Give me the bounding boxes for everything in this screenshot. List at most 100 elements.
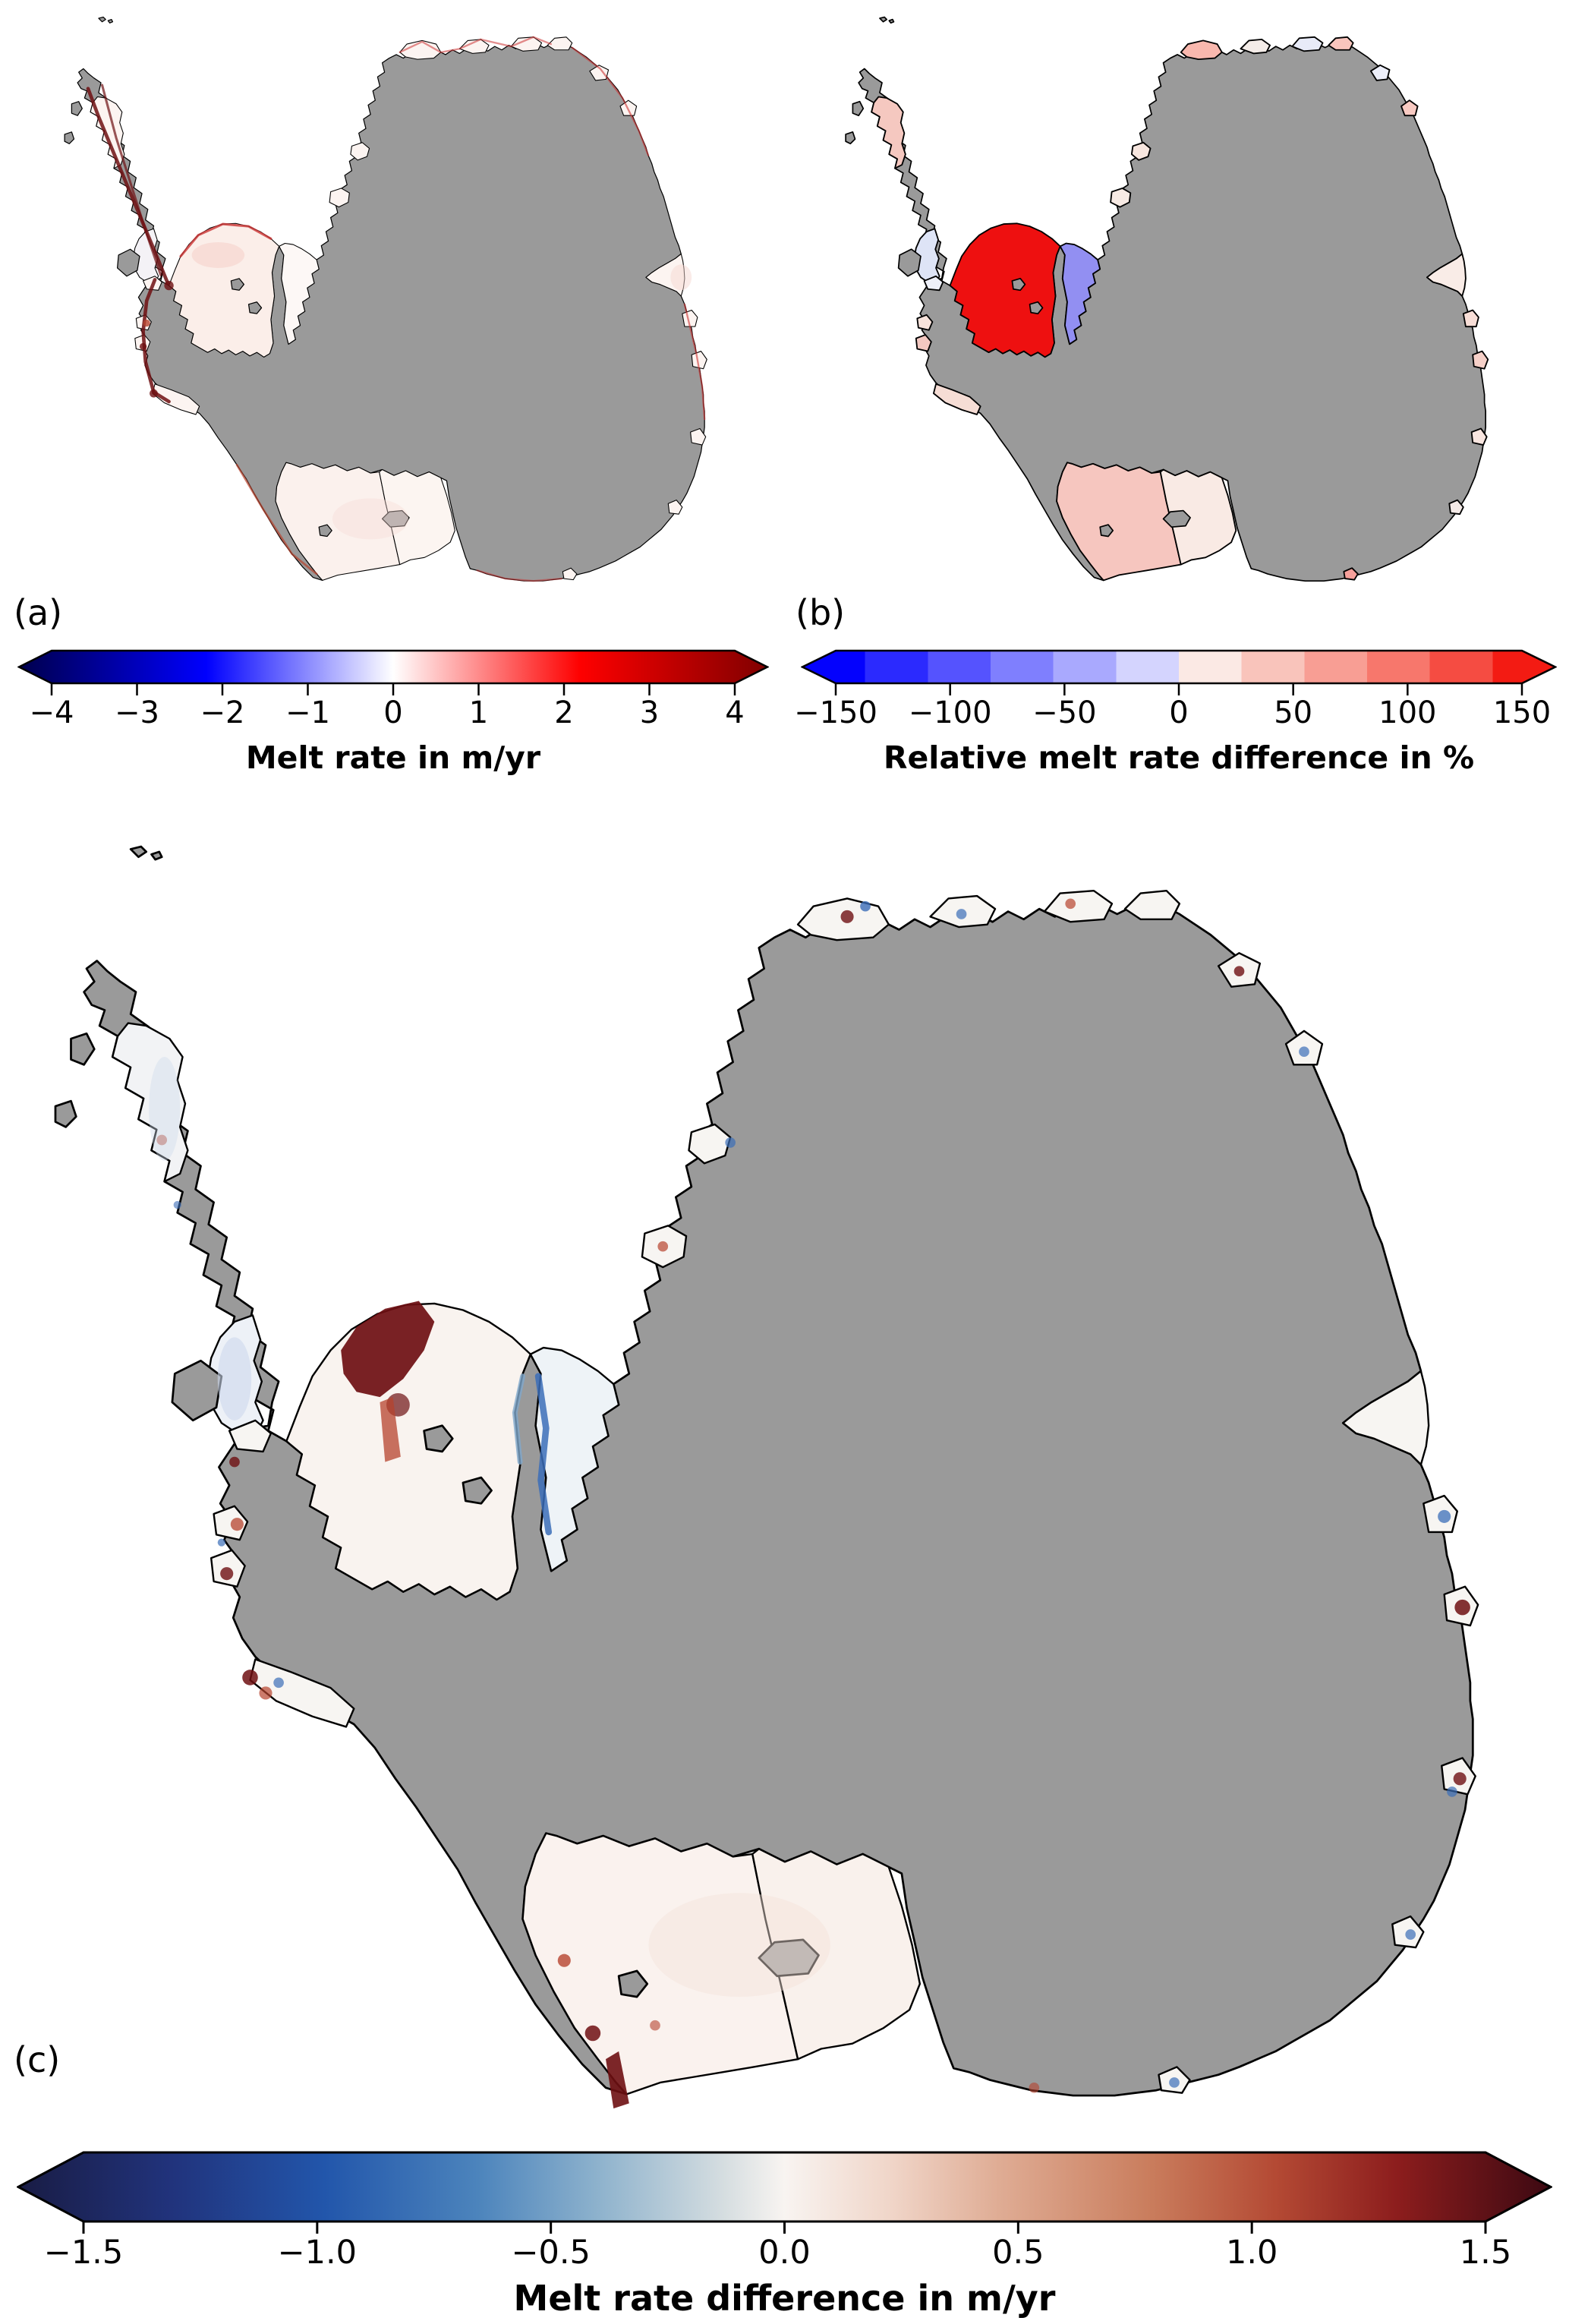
antarctica-map-c [54, 845, 1479, 2109]
peninsula-island-2 [64, 131, 75, 144]
berkner-area-island-1 [1011, 277, 1026, 292]
drygalski-tongue-shelf [562, 567, 578, 581]
ross-island [318, 524, 332, 538]
ross-ice-shelf-east [1159, 468, 1237, 566]
abbot-ice-shelf [228, 1419, 273, 1453]
speck-island-1 [129, 845, 148, 859]
west-ice-shelf [1462, 309, 1479, 328]
ice-shelves [871, 36, 1489, 582]
speck-island-2 [107, 18, 114, 24]
melt-rate-detail-overlay [86, 36, 706, 582]
colorbar-c-tick-labels: −1.5 −1.0 −0.5 0.0 0.5 1.0 1.5 [17, 2234, 1552, 2273]
prince-harald-shelf [547, 36, 573, 51]
mertz-glacier-shelf [667, 500, 683, 515]
peninsula-island-1 [71, 101, 83, 116]
tick-label: −2 [200, 695, 245, 730]
speck-island-2 [888, 18, 895, 24]
colorbar-b-tick-labels: −150 −100 −50 0 50 100 150 [794, 695, 1557, 735]
ross-ice-shelf-west [1056, 462, 1182, 582]
tick-label: 1.0 [1225, 2234, 1278, 2272]
shackleton-ice-shelf [1472, 350, 1489, 370]
antarctica-map-a [64, 16, 707, 582]
berkner-area-island-2 [1029, 301, 1044, 315]
getz-ice-shelf [152, 383, 200, 415]
berkner-area-island-2 [462, 1476, 493, 1505]
tick-label: 0.0 [758, 2234, 811, 2272]
speck-island-2 [150, 850, 163, 861]
alexander-island [116, 248, 140, 277]
tick-label: −100 [908, 695, 992, 730]
tick-label: −1 [285, 695, 330, 730]
panel-b-map [787, 3, 1563, 589]
filchner-ice-shelf [1059, 242, 1101, 345]
berkner-area-island-2 [247, 301, 263, 314]
colorbar-c [15, 2151, 1554, 2234]
rayner-coast-shelf [1400, 99, 1419, 117]
colorbar-b-title: Relative melt rate difference in % [883, 739, 1475, 776]
shirase-coast-shelf [1369, 64, 1391, 81]
tick-label: 150 [1492, 695, 1552, 730]
lazarev-ice-shelf [458, 39, 490, 54]
tick-label: 0 [1169, 695, 1189, 730]
tick-label: −1.0 [277, 2234, 358, 2272]
shackleton-ice-shelf [691, 351, 707, 370]
tick-label: 4 [725, 695, 745, 730]
lazarev-ice-shelf [1240, 38, 1271, 55]
roosevelt-island [758, 1938, 820, 1978]
amery-ice-shelf [1342, 1370, 1430, 1466]
thwaites-shelf [916, 314, 934, 331]
antarctica-map-b [845, 16, 1489, 582]
berkner-area-island-1 [230, 278, 244, 291]
speck-island-1 [98, 16, 106, 23]
tick-label: −150 [794, 695, 877, 730]
ross-island [617, 1969, 649, 1998]
peninsula-island-1 [70, 1032, 96, 1066]
prince-harald-shelf [1123, 889, 1181, 920]
colorbar-a-title: Melt rate in m/yr [245, 739, 541, 776]
larsen-ice-shelf [112, 1022, 189, 1183]
tick-label: 1.5 [1459, 2234, 1512, 2272]
muninisen-coast-shelf [1291, 36, 1324, 52]
colorbar-gradient-b [800, 649, 1558, 685]
brunt-ice-shelf [1110, 188, 1132, 208]
west-ice-shelf [682, 309, 698, 327]
riiser-larsen-ice-shelf [1130, 141, 1152, 161]
tick-label: 0 [383, 695, 403, 730]
colorbar-gradient-c [15, 2151, 1554, 2223]
pine-island-shelf [915, 334, 932, 352]
berkner-area-island-1 [423, 1424, 454, 1453]
ross-ice-shelf-east [751, 1847, 922, 2061]
prince-harald-shelf [1328, 36, 1354, 51]
totten-glacier-shelf [1470, 427, 1488, 446]
colorbar-a [17, 649, 770, 695]
mertz-glacier-shelf [1448, 499, 1464, 516]
tick-label: −3 [115, 695, 159, 730]
panel-label-b: (b) [796, 592, 846, 633]
colorbar-b-container [800, 649, 1558, 700]
colorbar-b [800, 649, 1558, 695]
colorbar-a-tick-labels: −4 −3 −2 −1 0 1 2 3 4 [17, 695, 769, 735]
filchner-ice-shelf [279, 242, 320, 345]
tick-label: 2 [554, 695, 574, 730]
colorbar-a-container [17, 649, 770, 700]
islands [54, 845, 820, 1998]
roosevelt-island [1162, 509, 1191, 528]
panel-a-map [6, 3, 782, 589]
abbot-ice-shelf [923, 275, 944, 292]
fimbul-ice-shelf [1180, 39, 1223, 61]
ronne-ice-shelf [949, 222, 1061, 358]
panel-c-map [6, 802, 1564, 2127]
peninsula-island-1 [852, 100, 865, 117]
peninsula-island-2 [845, 131, 856, 145]
tick-label: 1 [468, 695, 489, 730]
panel-label-c: (c) [14, 2039, 61, 2080]
amery-ice-shelf [1426, 253, 1467, 297]
islands [845, 16, 1191, 538]
colorbar-gradient-a [17, 649, 770, 685]
panel-label-a: (a) [14, 592, 63, 633]
getz-ice-shelf [933, 383, 981, 415]
tick-label: −50 [1032, 695, 1097, 730]
getz-ice-shelf [249, 1658, 355, 1728]
melt-difference-detail-overlay [149, 898, 1470, 2109]
muninisen-coast-shelf [510, 36, 543, 52]
